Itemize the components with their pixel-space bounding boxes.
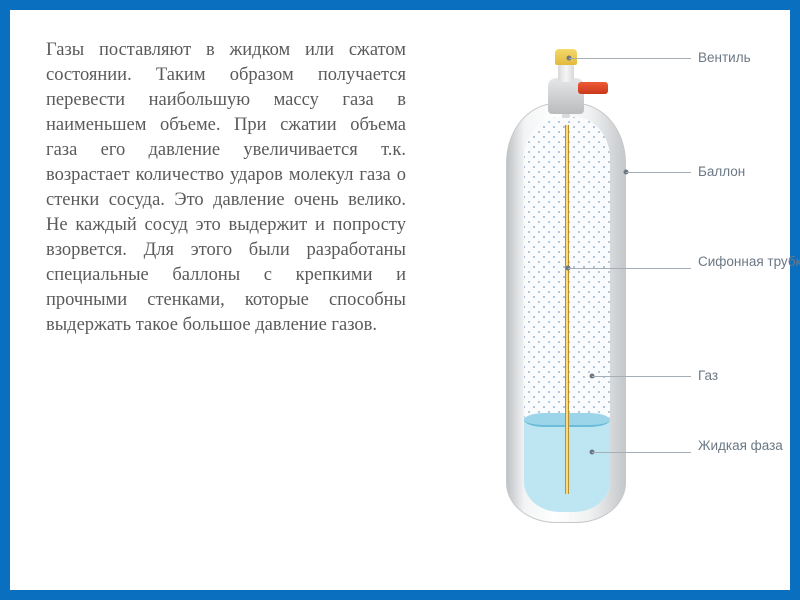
- label-valve: Вентиль: [698, 50, 751, 65]
- leader-line: [626, 172, 691, 173]
- leader-line: [569, 58, 691, 59]
- leader-line: [568, 268, 691, 269]
- label-cylinder: Баллон: [698, 164, 745, 179]
- slide-frame: Газы поставляют в жидком или сжатом сост…: [0, 0, 800, 600]
- siphon-tube: [565, 125, 569, 494]
- text-column: Газы поставляют в жидком или сжатом сост…: [46, 38, 406, 566]
- leader-line: [592, 452, 691, 453]
- body-paragraph: Газы поставляют в жидком или сжатом сост…: [46, 38, 406, 338]
- cylinder-body: [506, 103, 626, 523]
- valve-neck: [558, 64, 574, 82]
- diagram-column: Вентиль Баллон Сифонная трубка Газ Жидка…: [436, 38, 766, 566]
- label-siphon: Сифонная трубка: [698, 254, 800, 269]
- label-liquid: Жидкая фаза: [698, 438, 783, 453]
- label-gas: Газ: [698, 368, 718, 383]
- leader-line: [592, 376, 691, 377]
- gas-cylinder-diagram: [506, 48, 626, 548]
- valve-handle: [578, 82, 608, 94]
